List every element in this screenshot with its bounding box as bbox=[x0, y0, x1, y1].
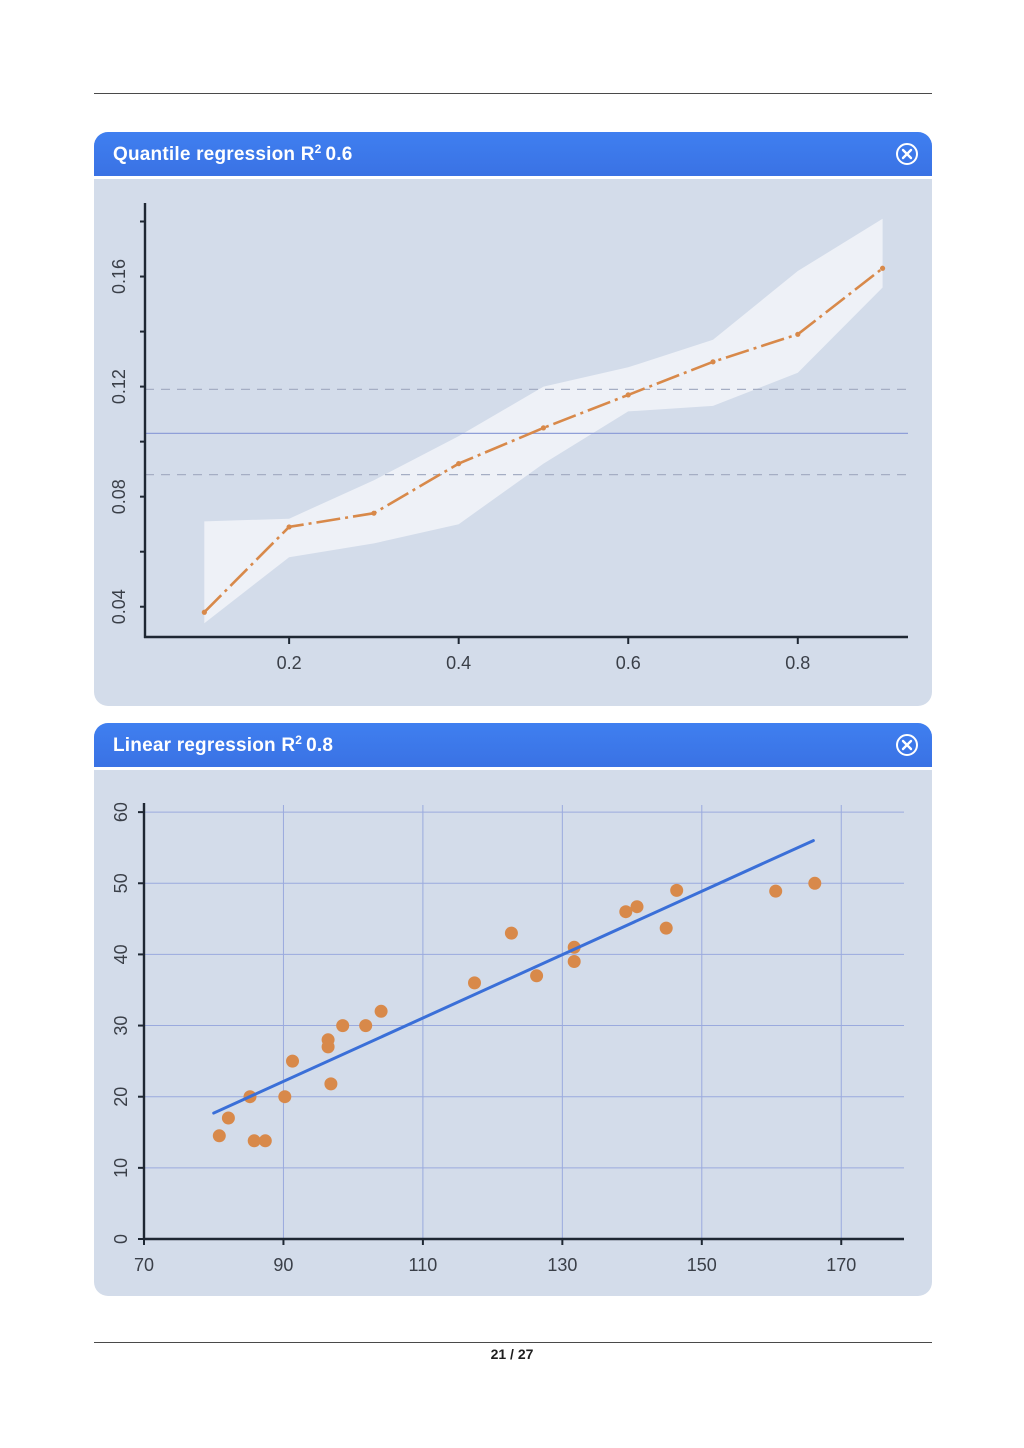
x-tick-label: 110 bbox=[409, 1255, 438, 1275]
y-tick-label: 50 bbox=[111, 873, 131, 893]
data-point bbox=[359, 1019, 373, 1033]
data-point bbox=[630, 900, 644, 914]
data-point bbox=[278, 1090, 292, 1104]
regression-line bbox=[212, 839, 815, 1115]
x-tick-label: 150 bbox=[687, 1255, 717, 1275]
quantile-title-r2-sup: 2 bbox=[314, 142, 322, 156]
data-point bbox=[324, 1077, 338, 1091]
series-line bbox=[203, 267, 884, 614]
x-tick-label: 0.2 bbox=[277, 653, 302, 673]
linear-regression-chart: 0 10 20 30 40 50 60 70 90 110 130 150 170 bbox=[111, 802, 904, 1275]
data-point bbox=[769, 884, 783, 898]
data-point bbox=[659, 921, 673, 935]
linear-regression-panel: Linear regression R2 0.8 0 10 20 30 40 50 60 70 9… bbox=[94, 723, 932, 1296]
y-tick-label: 0.12 bbox=[109, 369, 129, 404]
data-point bbox=[795, 331, 801, 337]
data-point bbox=[336, 1019, 350, 1033]
data-point bbox=[201, 609, 207, 615]
y-tick-label: 30 bbox=[111, 1016, 131, 1036]
data-point bbox=[504, 926, 518, 940]
quantile-title-value: 0.6 bbox=[325, 144, 353, 165]
data-point bbox=[670, 883, 684, 897]
data-point bbox=[567, 955, 581, 968]
data-point bbox=[468, 976, 481, 990]
data-point bbox=[625, 392, 631, 398]
confidence-band bbox=[204, 218, 883, 624]
y-tick-label: 0 bbox=[111, 1234, 131, 1244]
data-point bbox=[374, 1004, 388, 1018]
quantile-title-text: Quantile regression bbox=[113, 144, 296, 165]
x-tick-label: 0.6 bbox=[616, 653, 641, 673]
y-tick-label: 10 bbox=[111, 1158, 131, 1178]
quantile-title-r2: R bbox=[300, 144, 315, 165]
data-point bbox=[286, 1054, 299, 1068]
linear-title-r2: R bbox=[281, 735, 296, 756]
close-icon bbox=[901, 739, 913, 751]
data-point bbox=[456, 461, 462, 467]
linear-panel-header: Linear regression R2 0.8 bbox=[94, 723, 932, 770]
x-tick-label: 70 bbox=[134, 1255, 154, 1275]
y-tick-label: 20 bbox=[111, 1087, 131, 1107]
y-tick-label: 0.16 bbox=[109, 259, 129, 294]
data-point bbox=[540, 425, 547, 431]
quantile-close-button[interactable] bbox=[896, 143, 918, 165]
linear-panel-title: Linear regression R2 0.8 bbox=[113, 733, 333, 757]
quantile-regression-chart: 0.04 0.08 0.12 0.16 0.2 0.4 0.6 0.8 bbox=[109, 203, 908, 673]
linear-title-text: Linear regression bbox=[113, 735, 276, 756]
linear-close-button[interactable] bbox=[896, 734, 918, 756]
quantile-panel-header: Quantile regression R2 0.6 bbox=[94, 132, 932, 179]
close-icon bbox=[901, 148, 913, 160]
x-tick-label: 130 bbox=[547, 1255, 577, 1275]
data-point bbox=[619, 905, 633, 919]
data-point bbox=[879, 265, 886, 271]
data-point bbox=[247, 1134, 261, 1148]
top-rule bbox=[94, 93, 932, 94]
data-point bbox=[808, 876, 822, 890]
data-point bbox=[530, 969, 544, 983]
x-tick-label: 0.4 bbox=[446, 653, 471, 673]
y-tick-label: 40 bbox=[111, 944, 131, 964]
quantile-panel-title: Quantile regression R2 0.6 bbox=[113, 142, 353, 166]
page-number: 21 / 27 bbox=[490, 1346, 534, 1362]
linear-title-value: 0.8 bbox=[306, 735, 334, 756]
x-tick-label: 0.8 bbox=[785, 653, 810, 673]
data-point bbox=[710, 359, 716, 365]
x-tick-label: 90 bbox=[273, 1255, 293, 1275]
data-point bbox=[321, 1040, 335, 1054]
data-point bbox=[371, 510, 377, 516]
y-tick-label: 0.08 bbox=[109, 479, 129, 514]
y-tick-label: 0.04 bbox=[109, 589, 129, 624]
data-point bbox=[221, 1111, 235, 1125]
data-point bbox=[212, 1129, 226, 1143]
data-point bbox=[286, 524, 292, 530]
data-point bbox=[258, 1134, 272, 1148]
quantile-regression-panel: Quantile regression R2 0.6 0.04 0.08 0.12 0.… bbox=[94, 132, 932, 706]
y-tick-label: 60 bbox=[111, 802, 131, 822]
x-tick-label: 170 bbox=[826, 1255, 856, 1275]
linear-title-r2-sup: 2 bbox=[295, 733, 303, 747]
bottom-rule bbox=[94, 1342, 932, 1343]
